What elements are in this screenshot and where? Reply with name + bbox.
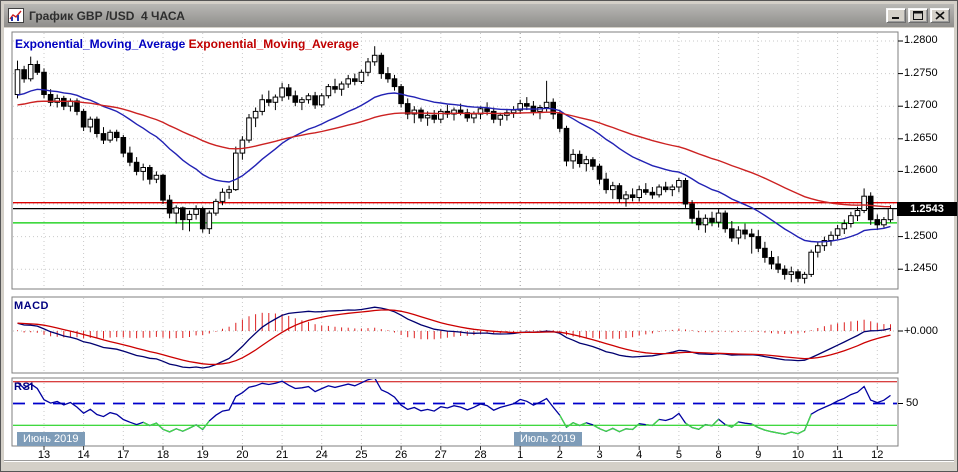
rsi-level-label: 50: [906, 397, 919, 409]
day-label: 10: [791, 449, 805, 461]
price-tick-label: 1.2750: [904, 67, 938, 79]
window-title: График GBP /USD 4 ЧАСА: [29, 8, 185, 23]
day-label: 26: [394, 449, 408, 461]
maximize-icon: [913, 11, 923, 20]
day-label: 13: [37, 449, 51, 461]
day-label: 11: [831, 449, 844, 461]
rsi-oversold-segments: [142, 413, 812, 435]
price-tick-label: 1.2700: [904, 99, 938, 111]
ema-fast-line: [17, 88, 891, 243]
price-tick-label: 1.2600: [904, 164, 938, 176]
macd-zero-label: +0.000: [904, 325, 938, 337]
macd-signal-line: [17, 309, 891, 366]
maximize-button[interactable]: [908, 8, 928, 23]
month-badge: Июнь 2019: [17, 432, 85, 446]
close-icon: [935, 11, 945, 20]
day-label: 25: [355, 449, 368, 461]
legend-ema-slow: Exponential_Moving_Average: [188, 37, 359, 51]
chart-app-icon: [8, 8, 24, 23]
current-price-tag: 1.2543: [897, 202, 957, 216]
month-badge: Июль 2019: [514, 432, 582, 446]
title-bar[interactable]: График GBP /USD 4 ЧАСА: [4, 4, 954, 27]
rsi-plot: [13, 379, 897, 435]
day-label: 14: [77, 449, 90, 461]
day-label: 17: [117, 449, 130, 461]
day-label: 27: [434, 449, 447, 461]
macd-plot: [13, 306, 897, 369]
day-label: 24: [315, 449, 328, 461]
rsi-panel-label: RSI: [14, 381, 34, 393]
price-tick-label: 1.2650: [904, 132, 938, 144]
day-label: 21: [275, 449, 289, 461]
day-label: 8: [715, 449, 722, 461]
day-label: 28: [474, 449, 487, 461]
price-tick-label: 1.2800: [904, 34, 938, 46]
day-label: 12: [871, 449, 884, 461]
candlesticks: [14, 46, 894, 284]
day-label: 4: [636, 449, 643, 461]
day-label: 2: [556, 449, 563, 461]
day-label: 19: [196, 449, 209, 461]
window-bottom-edge: [4, 460, 954, 468]
price-tick-label: 1.2450: [904, 262, 938, 274]
price-tick-label: 1.2500: [904, 230, 938, 242]
macd-panel-label: MACD: [14, 300, 49, 312]
indicator-legend: Exponential_Moving_Average Exponential_M…: [15, 37, 359, 51]
day-label: 1: [517, 449, 524, 461]
day-label: 18: [156, 449, 170, 461]
day-label: 3: [596, 449, 603, 461]
close-button[interactable]: [930, 8, 950, 23]
day-label: 5: [675, 449, 682, 461]
minimize-icon: [892, 17, 899, 19]
ema-slow-line: [17, 100, 891, 208]
main-plot: [13, 46, 897, 284]
day-label: 9: [755, 449, 762, 461]
day-label: 20: [236, 449, 249, 461]
price-chart-canvas[interactable]: [4, 28, 956, 470]
chart-content-area: Exponential_Moving_Average Exponential_M…: [4, 28, 957, 470]
minimize-button[interactable]: [886, 8, 906, 23]
legend-ema-fast: Exponential_Moving_Average: [15, 37, 186, 51]
